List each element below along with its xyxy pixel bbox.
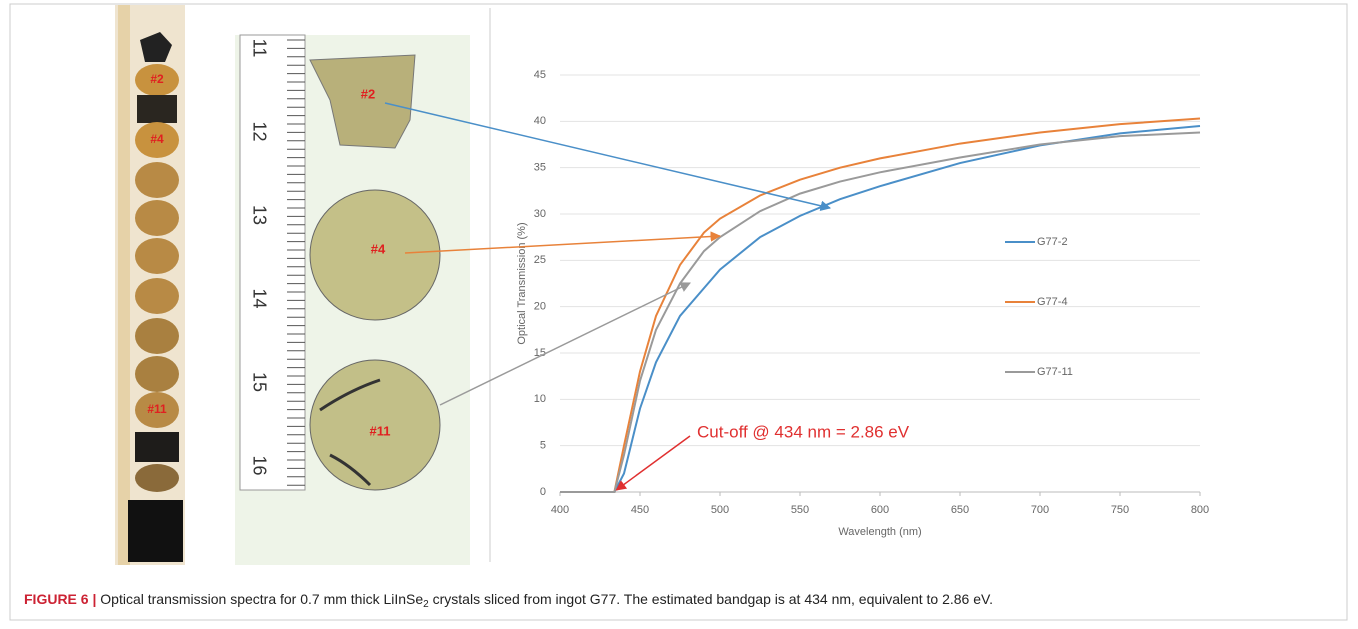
ruler-number: 16 [249, 455, 269, 475]
x-tick-label: 500 [711, 504, 729, 516]
y-tick-label: 5 [540, 440, 546, 452]
x-tick-label: 400 [551, 504, 569, 516]
x-tick-label: 650 [951, 504, 969, 516]
caption: FIGURE 6 | Optical transmission spectra … [24, 591, 993, 610]
x-tick-label: 600 [871, 504, 889, 516]
x-tick-label: 450 [631, 504, 649, 516]
annotation: Cut-off @ 434 nm = 2.86 eV [697, 422, 910, 441]
x-axis-label: Wavelength (nm) [838, 526, 921, 538]
legend-label: G77-2 [1037, 236, 1068, 248]
figure: #2 #4 #11 #2 #4 #11 FIGURE 6 | Optical t… [0, 0, 1358, 629]
y-tick-label: 10 [534, 393, 546, 405]
x-tick-label: 550 [791, 504, 809, 516]
legend-label: G77-11 [1037, 366, 1073, 378]
ruler-number: 13 [249, 205, 269, 225]
y-tick-label: 25 [534, 254, 546, 266]
x-tick-label: 700 [1031, 504, 1049, 516]
photo-label: #11 [370, 423, 391, 438]
photo-label: #2 [150, 72, 164, 86]
y-axis-label: Optical Transmission (%) [516, 222, 528, 344]
ruler-number: 12 [249, 121, 269, 141]
figure-border [10, 4, 1347, 620]
photo-label: #4 [371, 241, 386, 256]
x-tick-label: 750 [1111, 504, 1129, 516]
y-tick-label: 40 [534, 115, 546, 127]
legend-label: G77-4 [1037, 296, 1068, 308]
y-tick-label: 0 [540, 486, 546, 498]
ruler-number: 15 [249, 372, 269, 392]
ruler-number: 11 [249, 39, 269, 58]
x-tick-label: 800 [1191, 504, 1209, 516]
photo-label: #2 [361, 86, 375, 101]
ruler-number: 14 [249, 288, 269, 308]
ingot-photo [115, 5, 185, 565]
y-tick-label: 15 [534, 347, 546, 359]
y-tick-label: 45 [534, 69, 546, 81]
photo-label: #4 [150, 132, 164, 146]
y-tick-label: 35 [534, 162, 546, 174]
photo-label: #11 [147, 402, 167, 416]
y-tick-label: 30 [534, 208, 546, 220]
y-tick-label: 20 [534, 301, 546, 313]
